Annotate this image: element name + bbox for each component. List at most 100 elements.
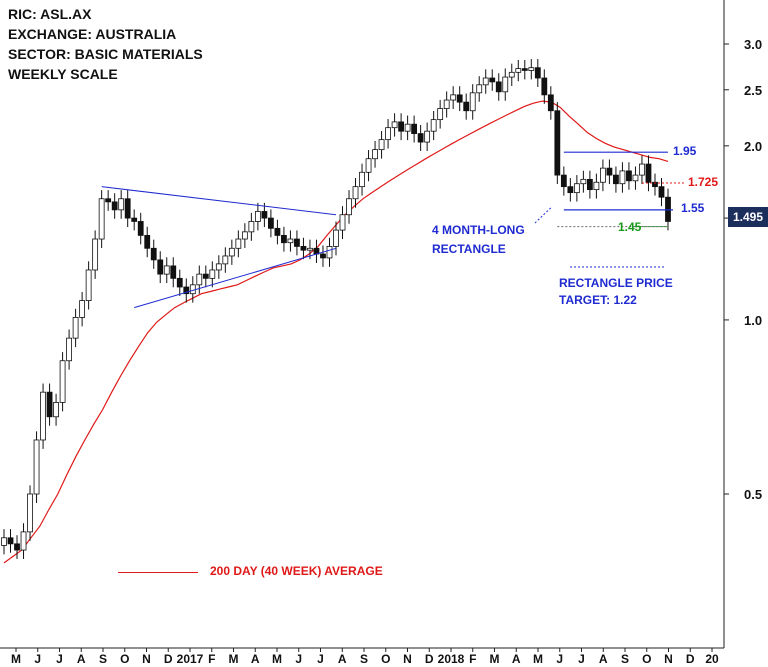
candle-body: [118, 198, 125, 211]
candle: [59, 352, 66, 412]
candle: [567, 178, 574, 202]
candle-body: [85, 269, 92, 301]
candle-body: [398, 121, 404, 132]
candle: [541, 69, 548, 104]
low-label: 1.45: [618, 220, 642, 234]
candle-body: [600, 167, 606, 183]
exchange-label: EXCHANGE: AUSTRALIA: [8, 26, 177, 42]
candle: [339, 206, 346, 240]
x-axis: M J J A S O N D 2017 F M A M J J A S O N D 2018 F M A M J J A S O N D 20: [11, 648, 719, 666]
candle: [430, 110, 437, 141]
candle: [92, 230, 99, 279]
y-tick-label: 2.0: [744, 139, 762, 154]
candle-body: [502, 76, 509, 93]
x-tick-label: A: [599, 652, 608, 666]
candle: [163, 257, 170, 284]
y-tick-label: 0.5: [744, 487, 762, 502]
candle: [508, 63, 515, 87]
y-tick-label: 1.0: [744, 313, 762, 328]
candlesticks-layer: [1, 59, 671, 559]
candle: [320, 245, 326, 267]
candle: [27, 485, 33, 541]
candle: [215, 255, 222, 279]
candle-body: [287, 238, 294, 244]
candle-body: [20, 531, 27, 551]
candle: [118, 190, 125, 219]
candle-body: [515, 68, 522, 73]
candle: [183, 278, 190, 303]
candle-body: [593, 181, 600, 191]
candle-body: [456, 94, 463, 103]
x-tick-label: J: [578, 652, 585, 666]
candle-body: [281, 235, 287, 244]
candle: [476, 76, 483, 102]
candle-body: [560, 174, 567, 188]
candle-body: [411, 123, 418, 134]
candle: [482, 69, 489, 94]
candle-body: [541, 77, 548, 96]
candle: [248, 212, 255, 241]
candle-body: [66, 337, 72, 362]
candle-body: [215, 263, 222, 271]
x-tick-label: O: [642, 652, 651, 666]
candle: [14, 535, 20, 559]
candle: [450, 86, 457, 109]
candle-body: [189, 284, 196, 295]
candle-body: [202, 273, 209, 279]
candle: [534, 59, 541, 87]
candle-body: [79, 300, 86, 318]
x-tick-label: N: [142, 652, 151, 666]
candle-body: [652, 181, 658, 188]
candle: [606, 159, 613, 185]
candle: [521, 59, 528, 80]
candle: [137, 212, 144, 245]
candle-body: [508, 71, 515, 78]
last-price-badge: 1.495: [728, 207, 768, 227]
x-tick-label: J: [34, 652, 41, 666]
candle-body: [463, 101, 470, 112]
triangle-upper-line: [101, 186, 337, 216]
candle-body: [320, 253, 326, 259]
x-tick-label-year: 2018: [438, 652, 465, 666]
candle: [222, 247, 229, 273]
candle: [268, 209, 274, 238]
x-tick-label: N: [403, 652, 412, 666]
candle: [547, 86, 554, 120]
x-tick-label: F: [208, 652, 215, 666]
candle-body: [137, 221, 144, 236]
candle-body: [476, 84, 483, 94]
candle-body: [1, 537, 7, 546]
y-axis: 3.02.52.01.51.00.5: [724, 37, 762, 502]
candle: [287, 230, 294, 252]
candle: [202, 265, 209, 288]
candle: [281, 226, 287, 252]
candle-body: [365, 158, 372, 173]
candle: [1, 529, 7, 555]
x-tick-label: F: [469, 652, 476, 666]
candle: [385, 119, 391, 149]
pattern-pointer-line: [534, 207, 552, 224]
candle: [144, 226, 151, 258]
x-tick-label: D: [425, 652, 434, 666]
candle: [593, 173, 600, 199]
candle-body: [222, 255, 229, 265]
candle-body: [144, 235, 151, 249]
candle: [66, 329, 72, 370]
candle-body: [378, 139, 385, 151]
candle-body: [482, 77, 489, 86]
x-tick-label: J: [556, 652, 563, 666]
candle: [150, 239, 157, 269]
x-tick-label: J: [295, 652, 302, 666]
target-label-line1: RECTANGLE PRICE: [559, 276, 673, 290]
candle-body: [326, 246, 333, 259]
candle: [626, 162, 632, 190]
candle: [404, 115, 411, 141]
candle-body: [228, 247, 235, 257]
sector-label: SECTOR: BASIC MATERIALS: [8, 46, 203, 62]
candle: [502, 68, 509, 101]
candle: [170, 257, 177, 288]
support-label: 1.55: [681, 201, 705, 215]
candle: [489, 69, 496, 91]
candle: [53, 393, 59, 426]
